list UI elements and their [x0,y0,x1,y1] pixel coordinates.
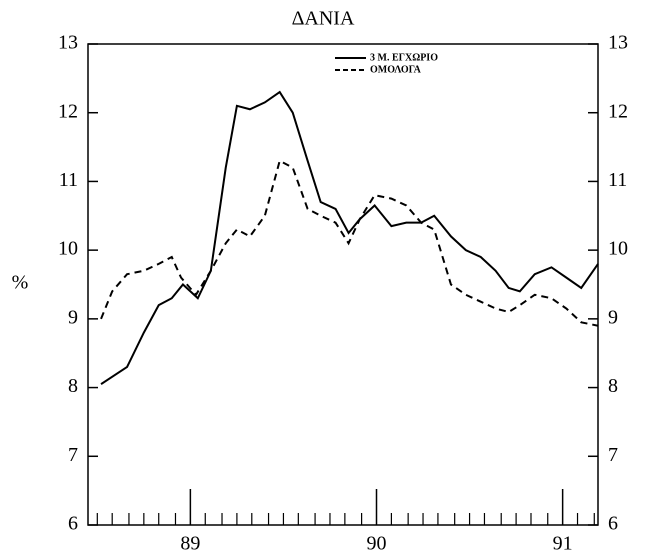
plot-frame [87,43,599,526]
y-tick-label: 11 [59,169,78,191]
x-tick-label: 90 [367,533,387,555]
y-axis-label: % [12,272,29,294]
x-tick-label: 91 [553,533,573,555]
y-tick-label-right: 6 [608,513,618,535]
legend-label: ΟΜΟΛΟΓΑ [370,64,422,75]
y-tick-label: 13 [58,32,78,54]
line-series [100,159,599,327]
line-series [100,90,599,385]
y-tick-label: 12 [58,100,78,122]
y-tick-label-right: 9 [608,306,618,328]
chart-title: ΔΑΝΙΑ [292,8,355,30]
y-tick-label-right: 7 [608,444,618,466]
y-tick-label: 7 [68,444,78,466]
y-tick-label-right: 8 [608,375,618,397]
y-tick-label: 9 [68,306,78,328]
y-tick-label-right: 10 [608,238,628,260]
y-tick-label: 8 [68,375,78,397]
y-tick-label-right: 13 [608,32,628,54]
y-tick-label-right: 11 [608,169,627,191]
y-tick-label: 10 [58,238,78,260]
y-tick-label: 6 [68,513,78,535]
y-tick-label-right: 12 [608,100,628,122]
legend-label: 3 Μ. ΕΓΧΩΡΙΟ [370,52,438,63]
x-tick-label: 89 [180,533,200,555]
